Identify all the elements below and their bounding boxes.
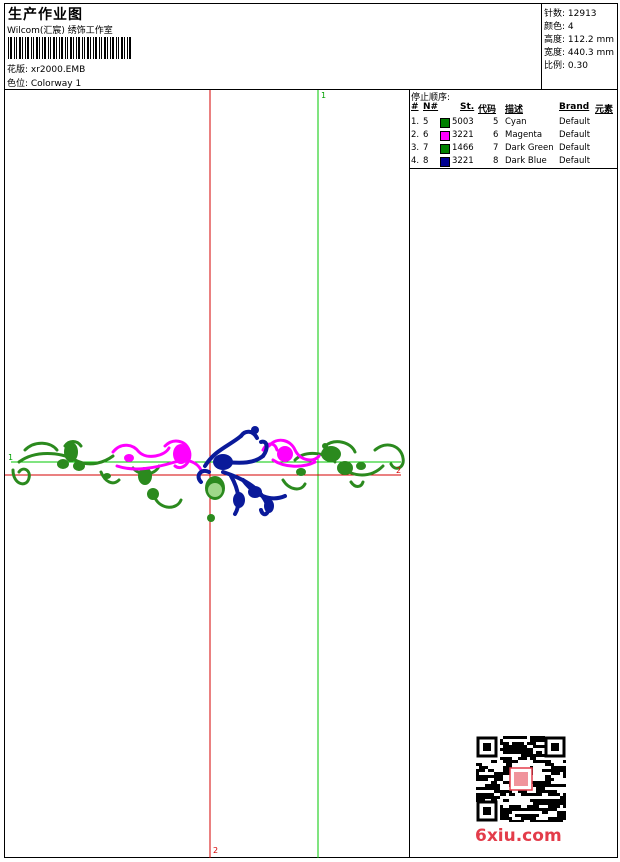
col-header-code: 代码 (478, 105, 497, 115)
sequence-title: 停止顺序: (411, 93, 451, 103)
row-needle: 5 (423, 117, 429, 127)
row-brand: Default (559, 143, 591, 153)
row-desc: Cyan (505, 117, 527, 127)
row-index: 3. (411, 143, 420, 153)
row-code: 7 (493, 143, 499, 153)
table-row: 3. 7 1466 7 Dark Green Default (410, 143, 616, 155)
axis-label-left: 1 (8, 453, 14, 462)
table-row: 2. 6 3221 6 Magenta Default (410, 130, 616, 142)
row-index: 4. (411, 156, 420, 166)
row-stitches: 1466 (452, 143, 474, 153)
flower-center (208, 483, 222, 497)
row-stitches: 5003 (452, 117, 474, 127)
row-needle: 8 (423, 156, 429, 166)
magenta-petals (124, 444, 293, 464)
color-swatch (440, 157, 450, 167)
watermark-logo: 6xiu.com (475, 826, 562, 846)
row-desc: Dark Blue (505, 156, 547, 166)
design-scale: 比例: 0.30 (544, 61, 588, 71)
right-panel-border (409, 169, 410, 858)
row-code: 8 (493, 156, 499, 166)
axis-label-right: 2 (396, 466, 402, 475)
color-count: 颜色: 4 (544, 22, 574, 32)
col-header-desc: 描述 (505, 105, 524, 115)
sheet-title: 生产作业图 (8, 7, 83, 23)
header-divider (5, 89, 617, 90)
col-header-stitches: St. (460, 102, 475, 112)
company-name: Wilcom(汇宸) 绣饰工作室 (7, 26, 113, 36)
row-code: 5 (493, 117, 499, 127)
col-header-brand: Brand (559, 102, 590, 112)
row-brand: Default (559, 156, 591, 166)
colorway-label: 色位: Colorway 1 (7, 79, 82, 89)
blue-petals (213, 426, 274, 513)
row-stitches: 3221 (452, 130, 474, 140)
design-file-label: 花版: xr2000.EMB (7, 65, 86, 75)
stats-panel: 针数: 12913 颜色: 4 高度: 112.2 mm 宽度: 440.3 m… (541, 4, 618, 89)
green-leaves (57, 442, 366, 522)
table-row: 1. 5 5003 5 Cyan Default (410, 117, 616, 129)
color-swatch (440, 131, 450, 141)
row-stitches: 3221 (452, 156, 474, 166)
col-header-index: # (411, 102, 419, 112)
row-needle: 7 (423, 143, 429, 153)
col-header-element: 元素 (595, 105, 614, 115)
production-sheet: 生产作业图 Wilcom(汇宸) 绣饰工作室 花版: xr2000.EMB 色位… (4, 3, 618, 858)
row-desc: Dark Green (505, 143, 554, 153)
color-sequence-table: 停止顺序: # N# St. 代码 描述 Brand 元素 1. 5 5003 … (409, 90, 617, 169)
color-swatch (440, 118, 450, 128)
row-desc: Magenta (505, 130, 543, 140)
row-index: 1. (411, 117, 420, 127)
qr-code (476, 736, 566, 822)
color-swatch (440, 144, 450, 154)
barcode (8, 37, 131, 59)
row-brand: Default (559, 117, 591, 127)
row-code: 6 (493, 130, 499, 140)
header-info: 生产作业图 Wilcom(汇宸) 绣饰工作室 花版: xr2000.EMB 色位… (5, 4, 541, 89)
axis-label-top: 1 (321, 91, 327, 100)
design-width: 宽度: 440.3 mm (544, 48, 615, 58)
row-index: 2. (411, 130, 420, 140)
magenta-motif (111, 438, 321, 472)
embroidery-canvas (5, 90, 405, 858)
table-row: 4. 8 3221 8 Dark Blue Default (410, 156, 616, 168)
design-preview-area: 1 1 2 2 (5, 90, 409, 858)
axis-label-bottom: 2 (213, 846, 219, 855)
col-header-needle: N# (423, 102, 439, 112)
row-brand: Default (559, 130, 591, 140)
row-needle: 6 (423, 130, 429, 140)
stitch-count: 针数: 12913 (544, 9, 597, 19)
design-height: 高度: 112.2 mm (544, 35, 615, 45)
